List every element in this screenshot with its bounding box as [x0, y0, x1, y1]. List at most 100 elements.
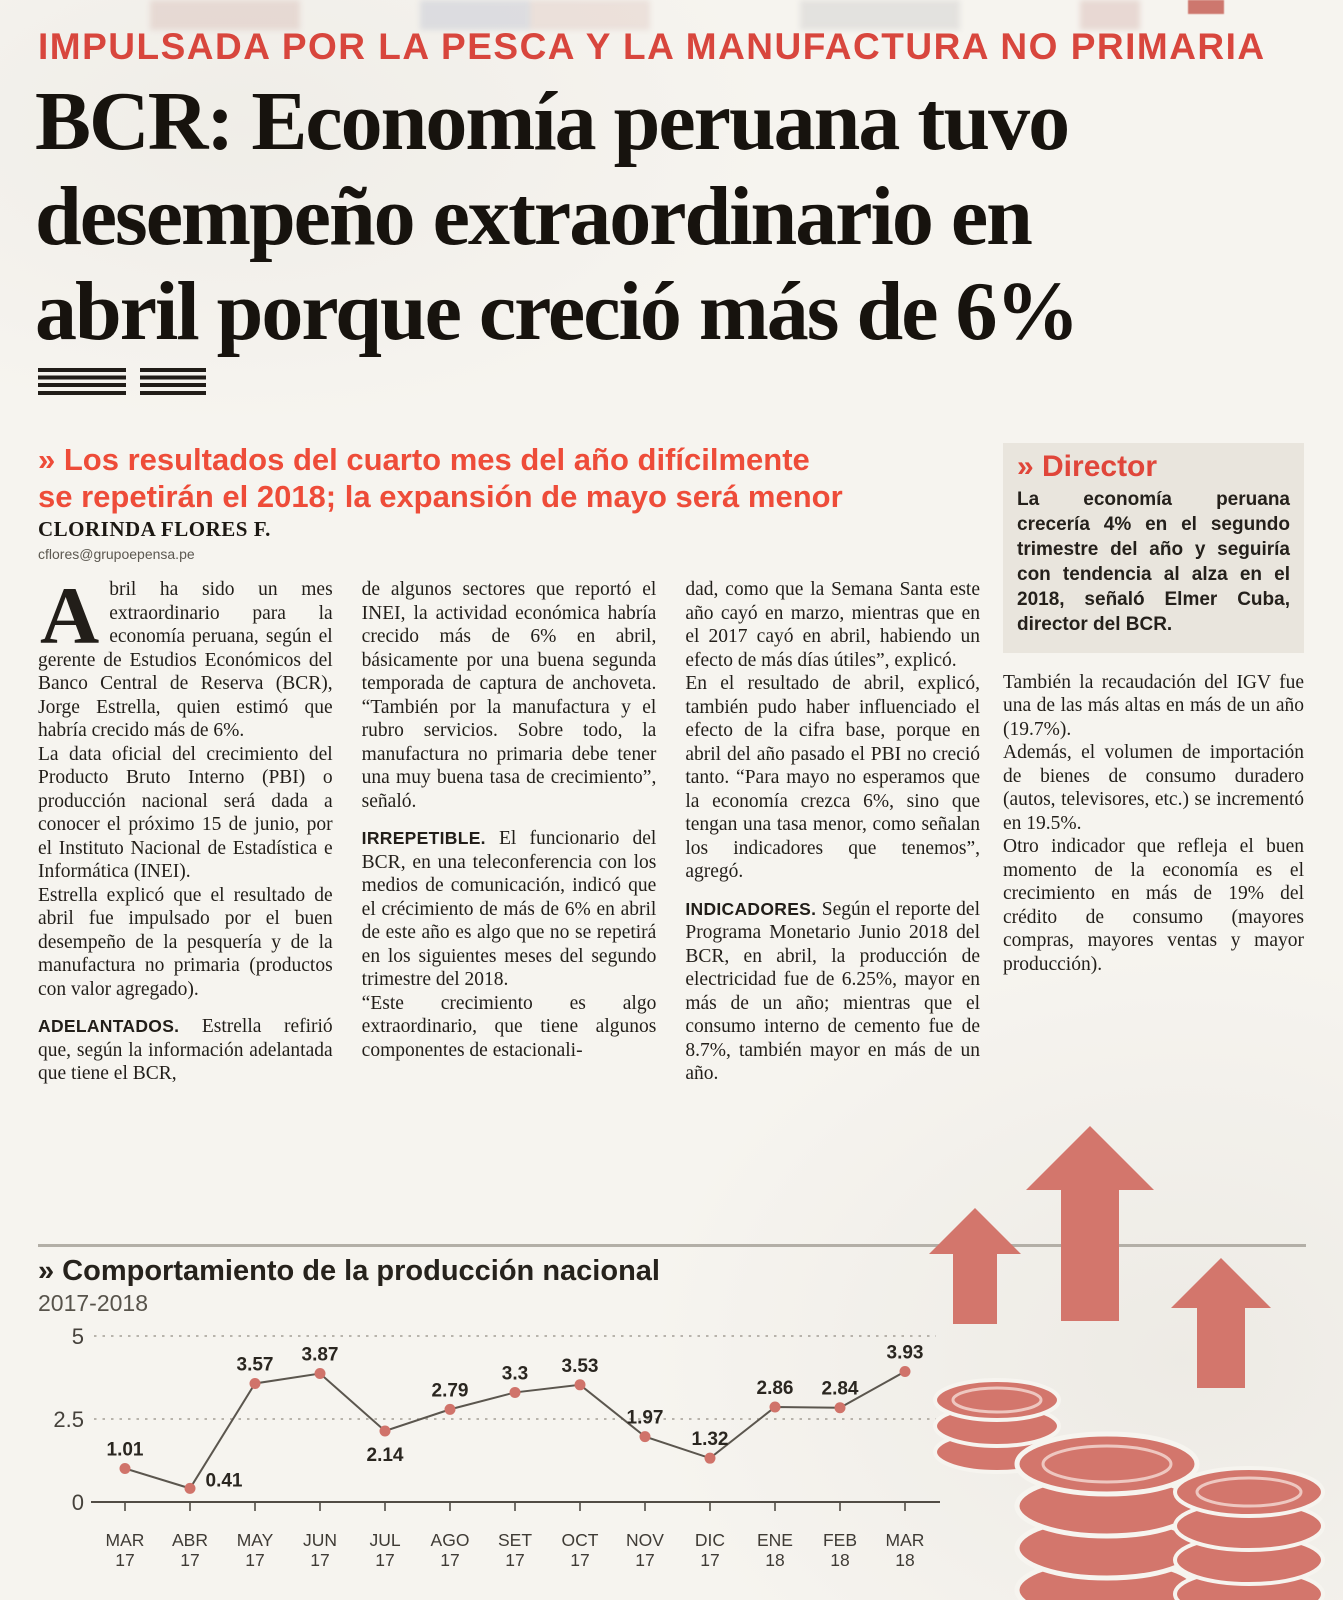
headline: BCR: Economía peruana tuvo desempeño ext… — [35, 74, 1079, 359]
svg-text:MAR: MAR — [886, 1530, 925, 1550]
deck-headline: » Los resultados del cuarto mes del año … — [38, 441, 843, 515]
svg-text:AGO: AGO — [431, 1530, 470, 1550]
svg-text:2.79: 2.79 — [432, 1380, 469, 1401]
byline-author: CLORINDA FLORES F. — [38, 517, 271, 541]
article-paragraph: Además, el volumen de importación de bie… — [1003, 741, 1304, 835]
svg-text:JUL: JUL — [369, 1530, 400, 1550]
up-arrow-icon — [1026, 1126, 1154, 1321]
article-column-2: de algunos sectores que reportó el INEI,… — [362, 578, 657, 1086]
paragraph-lead: INDICADORES. — [685, 898, 817, 919]
paragraph-lead: IRREPETIBLE. — [361, 828, 486, 848]
headline-line: BCR: Economía peruana tuvo — [35, 75, 1070, 168]
svg-text:MAR: MAR — [106, 1530, 145, 1550]
svg-text:3.87: 3.87 — [302, 1345, 339, 1366]
headline-line: desempeño extraordinario en — [35, 170, 1033, 263]
svg-text:FEB: FEB — [823, 1530, 857, 1550]
paragraph-text: Estrella explicó que el resultado de abr… — [38, 884, 333, 1000]
paragraph-text: El funcionario del BCR, en una teleconfe… — [361, 828, 657, 990]
up-arrow-icon — [929, 1208, 1021, 1324]
paragraph-text: “Este crecimiento es algo extraordinario… — [361, 992, 657, 1061]
paragraph-text: Además, el volumen de importación de bie… — [1003, 742, 1304, 834]
deck-line: » Los resultados del cuarto mes del año … — [38, 442, 810, 477]
paragraph-lead: ADELANTADOS. — [38, 1016, 180, 1036]
chart-title: » Comportamiento de la producción nacion… — [38, 1255, 660, 1287]
svg-text:17: 17 — [505, 1550, 524, 1570]
rule-block — [140, 368, 206, 395]
svg-text:OCT: OCT — [562, 1530, 599, 1550]
paragraph-text: dad, como que la Semana Santa este año c… — [685, 579, 981, 671]
article-paragraph: “Este crecimiento es algo extraordinario… — [362, 992, 657, 1063]
svg-text:17: 17 — [245, 1550, 264, 1570]
svg-text:5: 5 — [72, 1324, 84, 1349]
svg-text:NOV: NOV — [626, 1530, 664, 1550]
svg-text:2.14: 2.14 — [367, 1445, 404, 1466]
paragraph-text: La data oficial del crecimiento del Prod… — [38, 743, 333, 883]
chart-section: » Comportamiento de la producción nacion… — [38, 1244, 1306, 1600]
svg-text:3.53: 3.53 — [562, 1356, 599, 1377]
svg-text:17: 17 — [180, 1550, 199, 1570]
article-paragraph: Estrella explicó que el resultado de abr… — [38, 884, 333, 1002]
article-paragraph: IRREPETIBLE. El funcionario del BCR, en … — [362, 827, 657, 992]
article-column-4: » Director La economía peruana crecería … — [1003, 443, 1304, 976]
up-arrow-icon — [1171, 1258, 1271, 1388]
growth-arrows-coins-illustration — [929, 1126, 1325, 1600]
svg-text:0: 0 — [72, 1490, 84, 1515]
svg-text:2.86: 2.86 — [757, 1378, 794, 1399]
svg-text:18: 18 — [895, 1550, 914, 1570]
coin-stack — [1014, 1431, 1200, 1600]
director-box: » Director La economía peruana crecería … — [1003, 443, 1304, 653]
print-bleed-artifact — [1188, 0, 1224, 14]
svg-text:DIC: DIC — [695, 1530, 725, 1550]
article-paragraph: dad, como que la Semana Santa este año c… — [685, 578, 980, 672]
article-paragraph: INDICADORES. Según el reporte del Progra… — [685, 898, 980, 1086]
svg-text:17: 17 — [635, 1550, 654, 1570]
byline-email: cflores@grupoepensa.pe — [38, 546, 195, 562]
director-box-body: La economía peruana crecería 4% en el se… — [1017, 488, 1290, 635]
svg-text:3.93: 3.93 — [887, 1343, 924, 1364]
paragraph-text: bril ha sido un mes extraordinario para … — [38, 579, 333, 741]
article-paragraph: ADELANTADOS. Estrella refirió que, según… — [38, 1015, 333, 1086]
svg-text:3.3: 3.3 — [502, 1363, 528, 1384]
coin-face-ring — [1195, 1476, 1303, 1508]
svg-text:3.57: 3.57 — [237, 1354, 274, 1375]
paragraph-text: Según el reporte del Programa Monetario … — [685, 898, 981, 1085]
paragraph-text: Estrella refirió que, según la informaci… — [38, 1016, 333, 1084]
svg-text:JUN: JUN — [303, 1530, 337, 1550]
drop-cap: A — [40, 570, 100, 661]
article-paragraph: La data oficial del crecimiento del Prod… — [38, 743, 333, 884]
chart-subtitle: 2017-2018 — [38, 1290, 148, 1316]
svg-text:18: 18 — [765, 1550, 784, 1570]
svg-text:0.41: 0.41 — [206, 1470, 243, 1491]
svg-text:17: 17 — [115, 1550, 134, 1570]
svg-text:17: 17 — [375, 1550, 394, 1570]
article-paragraph: En el resultado de abril, explicó, tambi… — [685, 672, 980, 884]
paragraph-text: de algunos sectores que reportó el INEI,… — [361, 579, 657, 812]
svg-text:17: 17 — [570, 1550, 589, 1570]
coin-stack — [1173, 1466, 1325, 1600]
svg-text:1.32: 1.32 — [692, 1429, 729, 1450]
coin-face-ring — [951, 1386, 1043, 1414]
deck-line: se repetirán el 2018; la expansión de ma… — [38, 479, 843, 514]
production-line-chart: 0 2.5 5 1.01 0.41 3.57 3.87 2.14 2.79 3.3 3.53 1.97… — [53, 1324, 940, 1570]
svg-text:MAY: MAY — [237, 1530, 274, 1550]
article-paragraph: de algunos sectores que reportó el INEI,… — [362, 578, 657, 813]
svg-text:18: 18 — [830, 1550, 849, 1570]
kicker: IMPULSADA POR LA PESCA Y LA MANUFACTURA … — [38, 26, 1266, 67]
headline-line: abril porque creció más de 6% — [35, 265, 1079, 358]
svg-text:17: 17 — [310, 1550, 329, 1570]
article-column-3: dad, como que la Semana Santa este año c… — [685, 578, 980, 1086]
print-bleed-artifact — [0, 0, 1343, 30]
svg-text:17: 17 — [440, 1550, 459, 1570]
paragraph-text: Otro indicador que refleja el buen momen… — [1003, 836, 1304, 975]
svg-text:ABR: ABR — [172, 1530, 208, 1550]
rule-block — [38, 368, 126, 395]
paragraph-text: En el resultado de abril, explicó, tambi… — [685, 673, 981, 882]
coin-face-ring — [1041, 1444, 1173, 1484]
decorative-rules — [38, 368, 206, 395]
svg-text:2.5: 2.5 — [53, 1407, 84, 1432]
svg-text:17: 17 — [700, 1550, 719, 1570]
svg-text:1.01: 1.01 — [107, 1439, 144, 1460]
